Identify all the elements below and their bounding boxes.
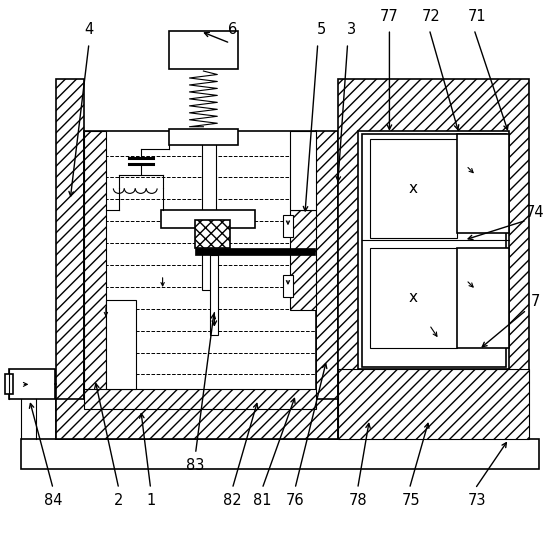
Text: 83: 83 [186, 459, 205, 474]
Text: 5: 5 [317, 22, 326, 37]
Text: 2: 2 [114, 493, 123, 508]
Text: 82: 82 [223, 493, 242, 508]
Bar [84, 131, 316, 399]
Bar [169, 129, 238, 145]
Bar [283, 215, 293, 237]
Bar [338, 370, 528, 439]
Text: 84: 84 [44, 493, 62, 508]
Text: 77: 77 [380, 9, 399, 24]
Text: 74: 74 [525, 205, 544, 220]
Bar [338, 79, 528, 439]
Bar [9, 370, 55, 399]
Text: 78: 78 [348, 493, 367, 508]
Bar [316, 131, 338, 439]
Bar [290, 210, 316, 310]
Text: 4: 4 [84, 22, 94, 37]
Bar [56, 79, 84, 439]
Bar [358, 131, 509, 370]
Bar [56, 399, 338, 439]
Text: 71: 71 [468, 9, 486, 24]
Text: x: x [409, 181, 418, 196]
Bar [369, 248, 457, 348]
Bar [457, 134, 509, 233]
Text: x: x [409, 290, 418, 305]
Text: 73: 73 [468, 493, 486, 508]
Bar [290, 131, 316, 210]
Text: 75: 75 [402, 493, 421, 508]
Bar [283, 275, 293, 297]
Bar [169, 31, 238, 69]
Bar [195, 248, 315, 255]
Text: 3: 3 [347, 22, 356, 37]
Bar [369, 139, 457, 238]
Bar [106, 300, 136, 389]
Text: 6: 6 [228, 22, 237, 37]
Bar [21, 439, 538, 469]
Text: 72: 72 [422, 9, 441, 24]
Bar [203, 131, 217, 290]
Bar [457, 248, 509, 348]
Text: 7: 7 [531, 294, 540, 309]
Bar [210, 255, 218, 335]
Bar [195, 220, 230, 248]
Bar [84, 131, 106, 399]
Bar [6, 374, 13, 394]
Bar [84, 389, 316, 409]
Text: 1: 1 [146, 493, 155, 508]
Bar [161, 210, 255, 228]
Text: 81: 81 [253, 493, 271, 508]
Text: 76: 76 [286, 493, 304, 508]
Bar [362, 134, 506, 367]
